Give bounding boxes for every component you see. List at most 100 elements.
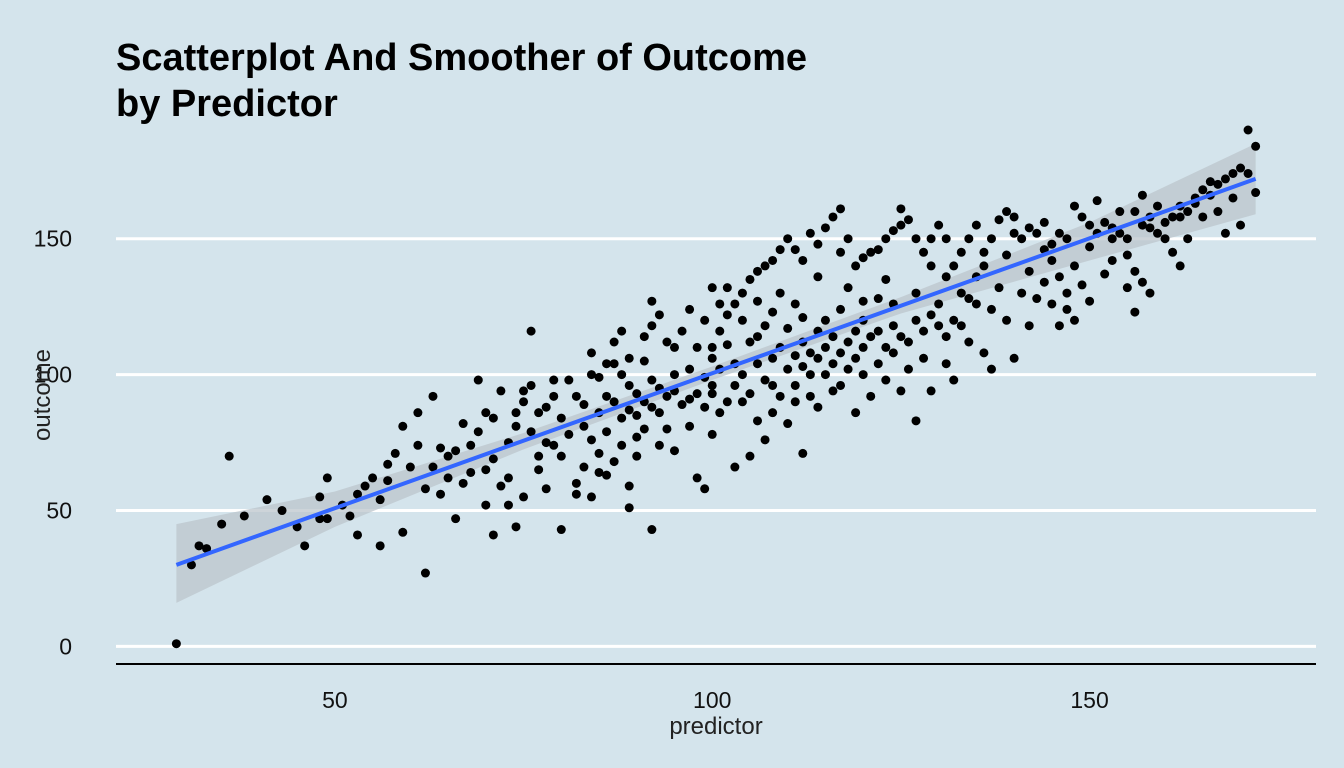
data-point xyxy=(813,272,823,282)
data-point xyxy=(1009,212,1019,222)
data-point xyxy=(586,435,596,445)
data-point xyxy=(753,416,763,426)
data-point xyxy=(579,462,589,472)
data-point xyxy=(609,337,619,347)
data-point xyxy=(1047,255,1057,265)
data-point xyxy=(881,274,891,284)
data-point xyxy=(813,239,823,249)
data-point xyxy=(685,364,695,374)
data-point xyxy=(571,489,581,499)
data-point xyxy=(949,315,959,325)
data-point xyxy=(1243,168,1253,178)
data-point xyxy=(322,473,332,483)
data-point xyxy=(1228,168,1238,178)
data-point xyxy=(768,380,778,390)
data-point xyxy=(896,386,906,396)
data-point xyxy=(768,353,778,363)
data-point xyxy=(617,370,627,380)
data-point xyxy=(911,234,921,244)
data-point xyxy=(1145,288,1155,298)
data-point xyxy=(760,321,770,331)
data-point xyxy=(790,245,800,255)
data-point xyxy=(1054,321,1064,331)
data-point xyxy=(1032,228,1042,238)
data-point xyxy=(488,454,498,464)
data-point xyxy=(511,522,521,532)
data-point xyxy=(707,429,717,439)
data-point xyxy=(783,419,793,429)
data-point xyxy=(1069,261,1079,271)
data-point xyxy=(300,541,310,551)
data-point xyxy=(473,427,483,437)
data-point xyxy=(669,342,679,352)
data-point xyxy=(654,408,664,418)
data-point xyxy=(1062,234,1072,244)
data-point xyxy=(436,443,446,453)
data-point xyxy=(420,484,430,494)
data-point xyxy=(971,220,981,230)
data-point xyxy=(1130,207,1140,217)
data-point xyxy=(805,228,815,238)
data-point xyxy=(858,296,868,306)
data-point xyxy=(624,503,634,513)
data-point xyxy=(851,353,861,363)
data-point xyxy=(632,389,642,399)
data-point xyxy=(888,226,898,236)
data-point xyxy=(843,283,853,293)
data-point xyxy=(586,370,596,380)
y-tick-label-0: 0 xyxy=(59,633,72,659)
data-point xyxy=(556,451,566,461)
data-point xyxy=(881,342,891,352)
data-point xyxy=(805,391,815,401)
data-point xyxy=(1137,190,1147,200)
data-point xyxy=(700,484,710,494)
data-point xyxy=(1047,299,1057,309)
data-point xyxy=(586,492,596,502)
data-point xyxy=(217,519,227,529)
data-point xyxy=(602,470,612,480)
data-point xyxy=(1122,234,1132,244)
data-point xyxy=(1183,207,1193,217)
data-point xyxy=(783,234,793,244)
data-point xyxy=(488,413,498,423)
data-point xyxy=(398,421,408,431)
data-point xyxy=(843,337,853,347)
data-point xyxy=(790,351,800,361)
data-point xyxy=(458,419,468,429)
data-point xyxy=(436,489,446,499)
data-point xyxy=(753,266,763,276)
data-point xyxy=(496,481,506,491)
data-point xyxy=(730,462,740,472)
data-point xyxy=(919,326,929,336)
data-point xyxy=(1122,283,1132,293)
data-point xyxy=(1213,207,1223,217)
data-point xyxy=(420,568,430,578)
data-point xyxy=(1077,212,1087,222)
data-point xyxy=(639,424,649,434)
data-point xyxy=(692,389,702,399)
data-point xyxy=(1017,234,1027,244)
data-point xyxy=(768,255,778,265)
data-point xyxy=(632,432,642,442)
data-point xyxy=(798,448,808,458)
data-point xyxy=(1168,247,1178,257)
data-point xyxy=(1002,250,1012,260)
data-point xyxy=(783,364,793,374)
data-point xyxy=(549,440,559,450)
data-point xyxy=(843,364,853,374)
data-point xyxy=(669,370,679,380)
data-point xyxy=(1236,163,1246,173)
data-point xyxy=(685,421,695,431)
data-point xyxy=(654,310,664,320)
data-point xyxy=(737,315,747,325)
data-point xyxy=(322,514,332,524)
data-point xyxy=(1175,261,1185,271)
data-point xyxy=(768,307,778,317)
data-point xyxy=(602,391,612,401)
data-point xyxy=(1085,242,1095,252)
data-point xyxy=(428,391,438,401)
data-point xyxy=(1017,288,1027,298)
data-point xyxy=(836,304,846,314)
data-point xyxy=(858,253,868,263)
data-point xyxy=(1130,307,1140,317)
